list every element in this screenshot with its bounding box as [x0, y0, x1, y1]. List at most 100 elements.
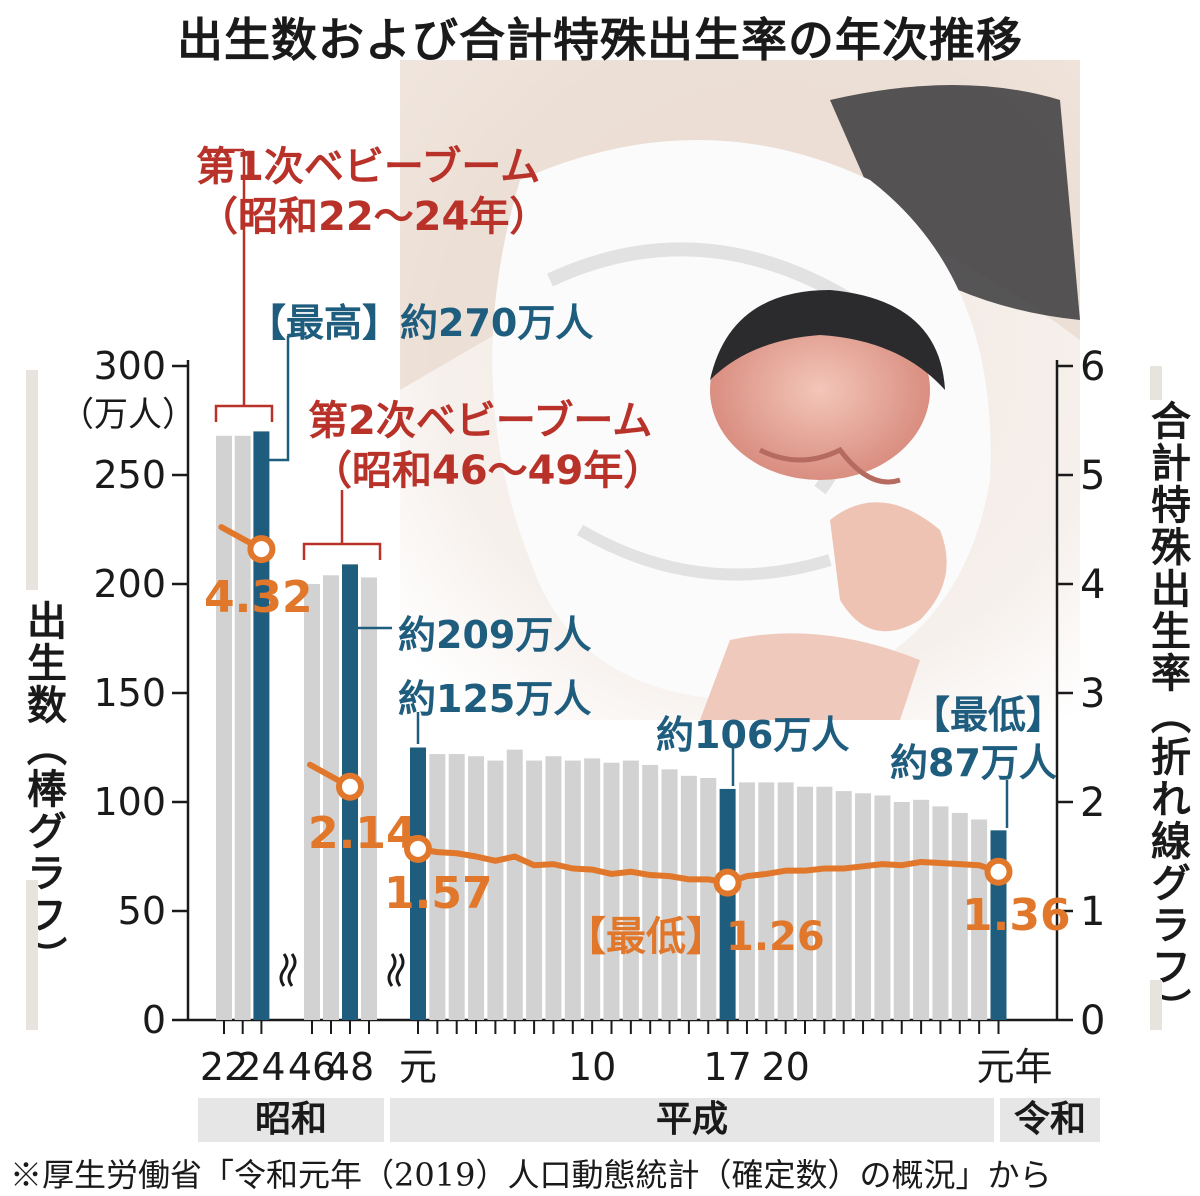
- rate-point: [336, 772, 364, 801]
- x-tick-label: 46: [288, 1045, 336, 1089]
- bar: [487, 760, 504, 1020]
- boom2-label: 第2次ベビーブーム: [308, 398, 653, 444]
- right-tick-label: 2: [1080, 780, 1105, 826]
- axis-break-2: [387, 953, 405, 987]
- rate-point: [247, 535, 276, 564]
- bar: [603, 762, 620, 1020]
- bar: [700, 778, 717, 1020]
- births-s48-label: 約209万人: [398, 613, 592, 657]
- boom2-years: （昭和46〜49年）: [312, 448, 664, 494]
- left-tick-label: 0: [142, 998, 166, 1042]
- rate-h1-label: 1.57: [384, 868, 493, 919]
- bar: [932, 806, 949, 1020]
- bar: [797, 786, 813, 1020]
- left-axis-bar-top: [26, 370, 38, 590]
- right-tick-label: 1: [1080, 889, 1105, 935]
- rate-point: [713, 868, 742, 897]
- left-tick-label: 150: [93, 671, 166, 715]
- right-ticks: 0 1 2 3 4 5 6: [1057, 344, 1105, 1044]
- left-axis-label: 出生数（棒グラフ）: [20, 600, 66, 978]
- mother-and-newborn-photo: [400, 60, 1080, 720]
- era-showa: 昭和: [198, 1098, 384, 1142]
- bar: [361, 577, 377, 1020]
- right-axis-bar-top: [1150, 366, 1162, 400]
- rate-point: [984, 857, 1013, 886]
- bar: [855, 793, 872, 1020]
- left-tick-label: 50: [118, 889, 166, 933]
- left-ticks: 0 50 100 150 200 250 300: [93, 344, 188, 1042]
- bar: [526, 760, 543, 1020]
- x-tick-label: 元: [399, 1045, 437, 1089]
- left-axis-unit: （万人）: [60, 395, 196, 435]
- bar: [564, 760, 581, 1020]
- right-tick-label: 0: [1080, 998, 1105, 1044]
- boom1-bracket: [205, 148, 274, 422]
- bar: [506, 749, 523, 1020]
- left-tick-label: 250: [93, 453, 166, 497]
- rate-s48-label: 2.14: [308, 808, 417, 859]
- x-tick-label: 24: [237, 1045, 285, 1089]
- bar: [323, 575, 339, 1020]
- max-births-label: 【最高】約270万人: [248, 301, 594, 345]
- right-tick-label: 3: [1080, 671, 1105, 717]
- right-tick-label: 4: [1080, 562, 1105, 608]
- bar: [758, 782, 775, 1020]
- bar: [738, 782, 755, 1020]
- right-axis-bar-bottom: [1150, 980, 1162, 1030]
- bar: [913, 799, 930, 1020]
- births-h17-label: 約106万人: [656, 713, 850, 757]
- bar: [545, 756, 562, 1020]
- era-heisei: 平成: [390, 1098, 994, 1142]
- bar: [719, 788, 736, 1020]
- rate-series-line: [417, 845, 1000, 886]
- bar: [622, 760, 639, 1020]
- bar: [429, 754, 446, 1020]
- x-tick-label: 22: [200, 1045, 248, 1089]
- bar: [448, 754, 465, 1020]
- rate-r1-label: 1.36: [962, 890, 1071, 941]
- x-tick-label: 元年: [976, 1045, 1052, 1089]
- bar: [816, 786, 833, 1020]
- right-tick-label: 6: [1080, 344, 1105, 390]
- min-births-label: 約87万人: [890, 741, 1057, 785]
- left-tick-label: 200: [93, 562, 166, 606]
- left-tick-label: 100: [93, 780, 166, 824]
- bar: [835, 791, 852, 1020]
- right-tick-label: 5: [1080, 453, 1105, 499]
- x-tick-label: 10: [568, 1045, 616, 1089]
- boom1-label: 第1次ベビーブーム: [196, 144, 541, 190]
- min-births-tag: 【最低】: [912, 693, 1065, 737]
- bar: [680, 775, 697, 1020]
- bar: [468, 756, 485, 1020]
- bar: [304, 584, 320, 1020]
- chart-title: 出生数および合計特殊出生率の年次推移: [177, 13, 1023, 67]
- bar: [661, 769, 678, 1020]
- axis-break-1: [279, 953, 297, 987]
- bar: [777, 782, 794, 1020]
- left-tick-label: 300: [93, 344, 166, 388]
- x-tick-label: 20: [761, 1045, 809, 1089]
- right-axis-label: 合計特殊出生率（折れ線グラフ）: [1144, 400, 1190, 1030]
- bar: [642, 764, 659, 1020]
- births-h1-label: 約125万人: [398, 677, 592, 721]
- rate-s24-label: 4.32: [204, 572, 313, 623]
- x-tick-label: 48: [326, 1045, 374, 1089]
- bar: [216, 435, 232, 1020]
- bar: [234, 435, 251, 1020]
- era-reiwa: 令和: [1000, 1098, 1100, 1142]
- left-axis-bar-bottom: [26, 880, 38, 1030]
- min-rate-label: 【最低】1.26: [566, 914, 825, 960]
- bar: [410, 747, 426, 1020]
- rate-point: [404, 834, 432, 863]
- x-tick-label: 17: [703, 1045, 751, 1089]
- bar: [584, 758, 601, 1020]
- bar: [874, 795, 891, 1020]
- source-note: ※厚生労働省「令和元年（2019）人口動態統計（確定数）の概況」から: [10, 1156, 1052, 1194]
- bar: [253, 431, 270, 1020]
- bars: [216, 431, 1007, 1020]
- bar: [893, 802, 910, 1020]
- rate-line: [218, 524, 1013, 897]
- boom2-bracket: [302, 490, 382, 560]
